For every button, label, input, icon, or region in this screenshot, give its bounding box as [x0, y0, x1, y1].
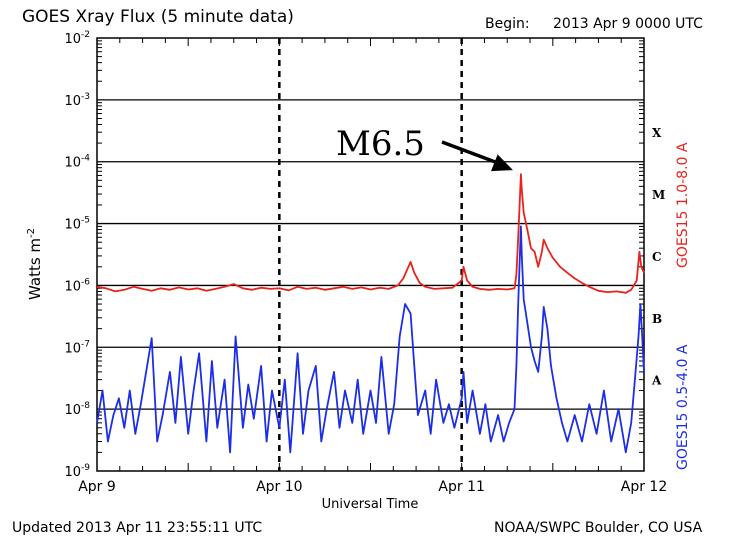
begin-label: Begin:: [485, 16, 530, 32]
y-tick-label: 10-9: [64, 463, 90, 480]
y-tick-exp: -9: [81, 463, 90, 473]
legend-series-blue: GOES15 0.5-4.0 A: [675, 344, 691, 470]
y-axis-label: Watts m-2: [26, 228, 44, 300]
y-tick-label: 10-4: [64, 154, 90, 171]
arrow-head: [491, 154, 513, 172]
y-tick-exp: -8: [81, 401, 90, 411]
flare-class-m: M: [652, 188, 665, 202]
arrow-shaft: [441, 140, 502, 166]
flare-annotation-arrow: [441, 140, 513, 172]
y-tick-exp: -7: [81, 339, 90, 349]
y-tick-label: 10-6: [64, 277, 90, 294]
x-axis-label: Universal Time: [322, 497, 419, 512]
y-axis-label-text: Watts m: [26, 238, 44, 300]
begin-value: 2013 Apr 9 0000 UTC: [553, 16, 703, 32]
y-tick-base: 10: [64, 94, 81, 109]
flare-class-x: X: [652, 126, 662, 140]
y-tick-label: 10-3: [64, 92, 90, 109]
chart-title: GOES Xray Flux (5 minute data): [22, 7, 294, 27]
y-tick-base: 10: [64, 218, 81, 233]
y-tick-base: 10: [64, 279, 81, 294]
series-line-long-channel: [96, 173, 645, 294]
y-tick-base: 10: [64, 341, 81, 356]
flare-class-b: B: [652, 312, 662, 326]
y-tick-base: 10: [64, 403, 81, 418]
y-tick-exp: -5: [81, 216, 90, 226]
gridlines: [96, 38, 645, 471]
y-tick-base: 10: [64, 465, 81, 480]
y-tick-label: 10-2: [64, 30, 90, 47]
y-tick-exp: -3: [81, 92, 90, 102]
plot-frame: [96, 37, 645, 472]
y-tick-label: 10-5: [64, 216, 90, 233]
data-credit: NOAA/SWPC Boulder, CO USA: [494, 520, 703, 536]
plot-area: [96, 37, 645, 472]
flare-class-labels: X M C B A: [651, 126, 665, 387]
y-tick-label: 10-8: [64, 401, 90, 418]
x-tick-label: Apr 11: [438, 479, 484, 495]
y-tick-exp: -4: [81, 154, 90, 164]
y-tick-exp: -2: [81, 30, 90, 40]
flare-class-a: A: [651, 374, 662, 388]
x-tick-label: Apr 10: [256, 479, 302, 495]
y-tick-exp: -6: [81, 277, 90, 287]
series-line-short-channel: [96, 225, 645, 454]
x-tick-label: Apr 12: [621, 479, 667, 495]
y-tick-labels: 10-210-310-410-510-610-710-810-9: [64, 30, 90, 480]
x-tick-label: Apr 9: [78, 479, 116, 495]
x-tick-labels: Apr 9 Apr 10 Apr 11 Apr 12: [78, 479, 667, 495]
y-tick-base: 10: [64, 32, 81, 47]
y-tick-label: 10-7: [64, 339, 90, 356]
legend-series-red: GOES15 1.0-8.0 A: [675, 142, 691, 268]
flare-annotation-label: M6.5: [336, 124, 425, 164]
y-axis-label-sup: -2: [26, 228, 37, 238]
flare-class-c: C: [652, 250, 662, 264]
updated-timestamp: Updated 2013 Apr 11 23:55:11 UTC: [12, 520, 262, 536]
series-layer: [96, 173, 645, 454]
y-tick-base: 10: [64, 156, 81, 171]
